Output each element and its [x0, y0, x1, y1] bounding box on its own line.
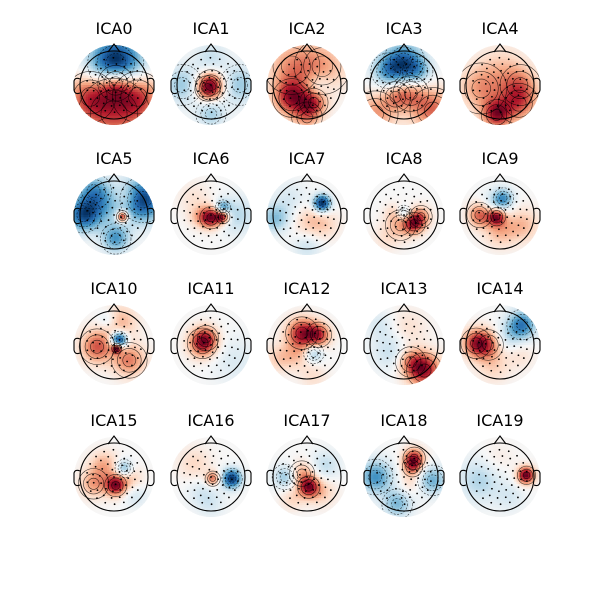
topomap-field: [460, 305, 540, 385]
topomap-field: [460, 175, 540, 255]
topomap-ica1: ICA1: [170, 19, 252, 125]
topomap-title: ICA16: [187, 411, 234, 430]
topomap-ica11: ICA11: [170, 279, 252, 385]
head-outline: [266, 43, 348, 120]
topomap-title: ICA10: [90, 279, 137, 298]
topomap-field: [267, 45, 347, 125]
topomap-title: ICA1: [192, 19, 229, 38]
topomap-title: ICA19: [476, 411, 523, 430]
topomap-ica3: ICA3: [363, 19, 445, 125]
head-outline: [266, 303, 348, 380]
topomap-title: ICA14: [476, 279, 523, 298]
topomap-ica16: ICA16: [170, 411, 252, 517]
topomap-ica8: ICA8: [363, 149, 445, 255]
topomap-ica17: ICA17: [266, 411, 348, 517]
topomap-ica13: ICA13: [363, 279, 445, 385]
topomap-field: [267, 175, 347, 255]
topomap-field: [171, 437, 251, 517]
head-outline: [363, 435, 445, 512]
head-outline: [266, 435, 348, 512]
topomap-title: ICA3: [385, 19, 422, 38]
topomap-ica4: ICA4: [459, 19, 541, 125]
topomap-ica18: ICA18: [363, 411, 445, 517]
topomap-field: [364, 437, 444, 517]
head-outline: [170, 435, 252, 512]
topomap-field: [74, 175, 154, 255]
topomap-title: ICA2: [288, 19, 325, 38]
head-outline: [363, 43, 445, 120]
topomap-title: ICA6: [192, 149, 229, 168]
topomap-title: ICA9: [481, 149, 518, 168]
topomap-title: ICA5: [95, 149, 132, 168]
head-outline: [170, 173, 252, 250]
topomap-field: [364, 45, 444, 125]
topomap-ica10: ICA10: [73, 279, 155, 385]
topomap-ica0: ICA0: [73, 19, 155, 125]
topomap-title: ICA4: [481, 19, 518, 38]
head-outline: [266, 173, 348, 250]
head-outline: [459, 435, 541, 512]
topomap-field: [171, 175, 251, 255]
topomap-title: ICA15: [90, 411, 137, 430]
topomap-title: ICA17: [283, 411, 330, 430]
topomap-field: [74, 305, 154, 385]
head-outline: [363, 303, 445, 380]
head-outline: [73, 173, 155, 250]
topomap-field: [74, 437, 154, 517]
topomap-ica12: ICA12: [266, 279, 348, 385]
topomap-ica5: ICA5: [73, 149, 155, 255]
topomap-title: ICA13: [380, 279, 427, 298]
topomap-ica2: ICA2: [266, 19, 348, 125]
head-outline: [459, 173, 541, 250]
topomap-field: [171, 45, 251, 125]
topomap-field: [460, 437, 540, 517]
topomap-title: ICA7: [288, 149, 325, 168]
topomap-ica19: ICA19: [459, 411, 541, 517]
topomap-ica9: ICA9: [459, 149, 541, 255]
topomap-field: [171, 305, 251, 385]
head-outline: [73, 435, 155, 512]
topomap-ica14: ICA14: [459, 279, 541, 385]
topomap-field: [364, 175, 444, 255]
head-outline: [73, 43, 155, 120]
head-outline: [170, 43, 252, 120]
head-outline: [459, 303, 541, 380]
topomap-ica15: ICA15: [73, 411, 155, 517]
topomap-field: [267, 437, 347, 517]
topomap-field: [267, 305, 347, 385]
topomap-title: ICA8: [385, 149, 422, 168]
head-outline: [73, 303, 155, 380]
topomap-ica6: ICA6: [170, 149, 252, 255]
topomap-field: [364, 305, 444, 385]
topomap-title: ICA18: [380, 411, 427, 430]
head-outline: [459, 43, 541, 120]
head-outline: [170, 303, 252, 380]
topomap-title: ICA0: [95, 19, 132, 38]
topomap-field: [460, 45, 540, 125]
topomap-title: ICA12: [283, 279, 330, 298]
topomap-title: ICA11: [187, 279, 234, 298]
topomap-ica7: ICA7: [266, 149, 348, 255]
head-outline: [363, 173, 445, 250]
